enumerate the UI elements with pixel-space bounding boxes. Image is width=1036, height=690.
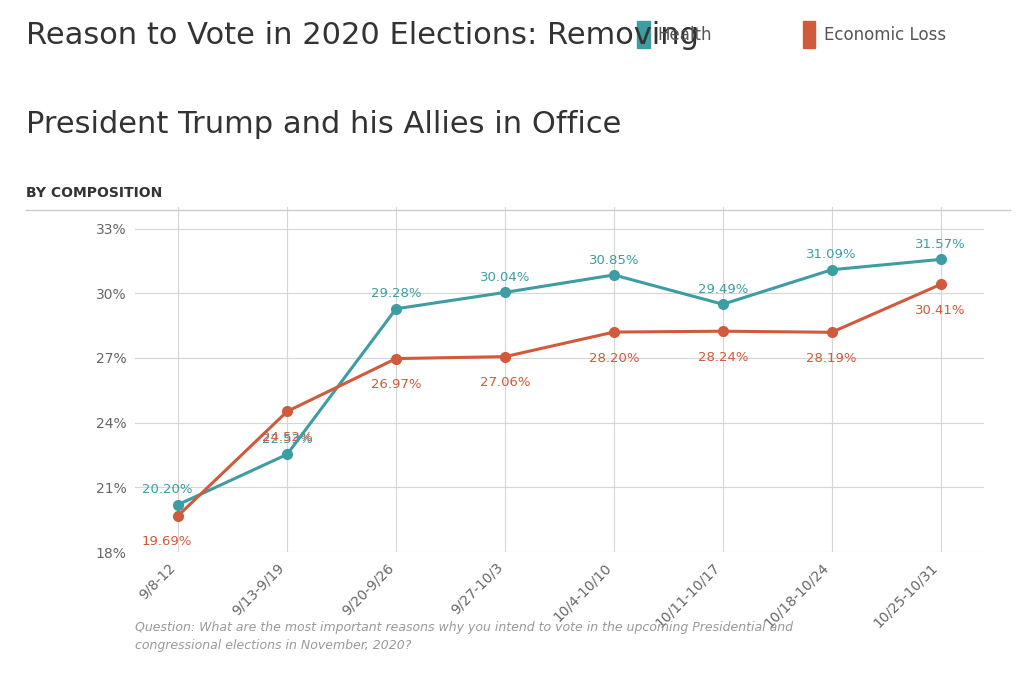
Text: 28.20%: 28.20% [588, 351, 639, 364]
Text: Reason to Vote in 2020 Elections: Removing: Reason to Vote in 2020 Elections: Removi… [26, 21, 698, 50]
Text: 29.28%: 29.28% [371, 288, 422, 300]
Text: 29.49%: 29.49% [697, 283, 748, 296]
Text: BY COMPOSITION: BY COMPOSITION [26, 186, 163, 200]
Text: 28.19%: 28.19% [806, 352, 857, 365]
Text: 22.53%: 22.53% [262, 433, 313, 446]
Text: 31.09%: 31.09% [806, 248, 857, 262]
Text: 30.04%: 30.04% [480, 271, 530, 284]
Text: Health: Health [658, 26, 713, 43]
Text: 27.06%: 27.06% [480, 376, 530, 389]
Text: 24.52%: 24.52% [262, 431, 313, 444]
Text: 28.24%: 28.24% [697, 351, 748, 364]
Text: Economic Loss: Economic Loss [824, 26, 946, 43]
Text: 30.41%: 30.41% [916, 304, 966, 317]
Text: 31.57%: 31.57% [915, 238, 966, 251]
Text: 26.97%: 26.97% [371, 378, 422, 391]
Text: 30.85%: 30.85% [588, 254, 639, 266]
Text: 19.69%: 19.69% [142, 535, 193, 548]
Text: Question: What are the most important reasons why you intend to vote in the upco: Question: What are the most important re… [135, 621, 793, 652]
Text: President Trump and his Allies in Office: President Trump and his Allies in Office [26, 110, 622, 139]
Text: 20.20%: 20.20% [142, 483, 193, 496]
